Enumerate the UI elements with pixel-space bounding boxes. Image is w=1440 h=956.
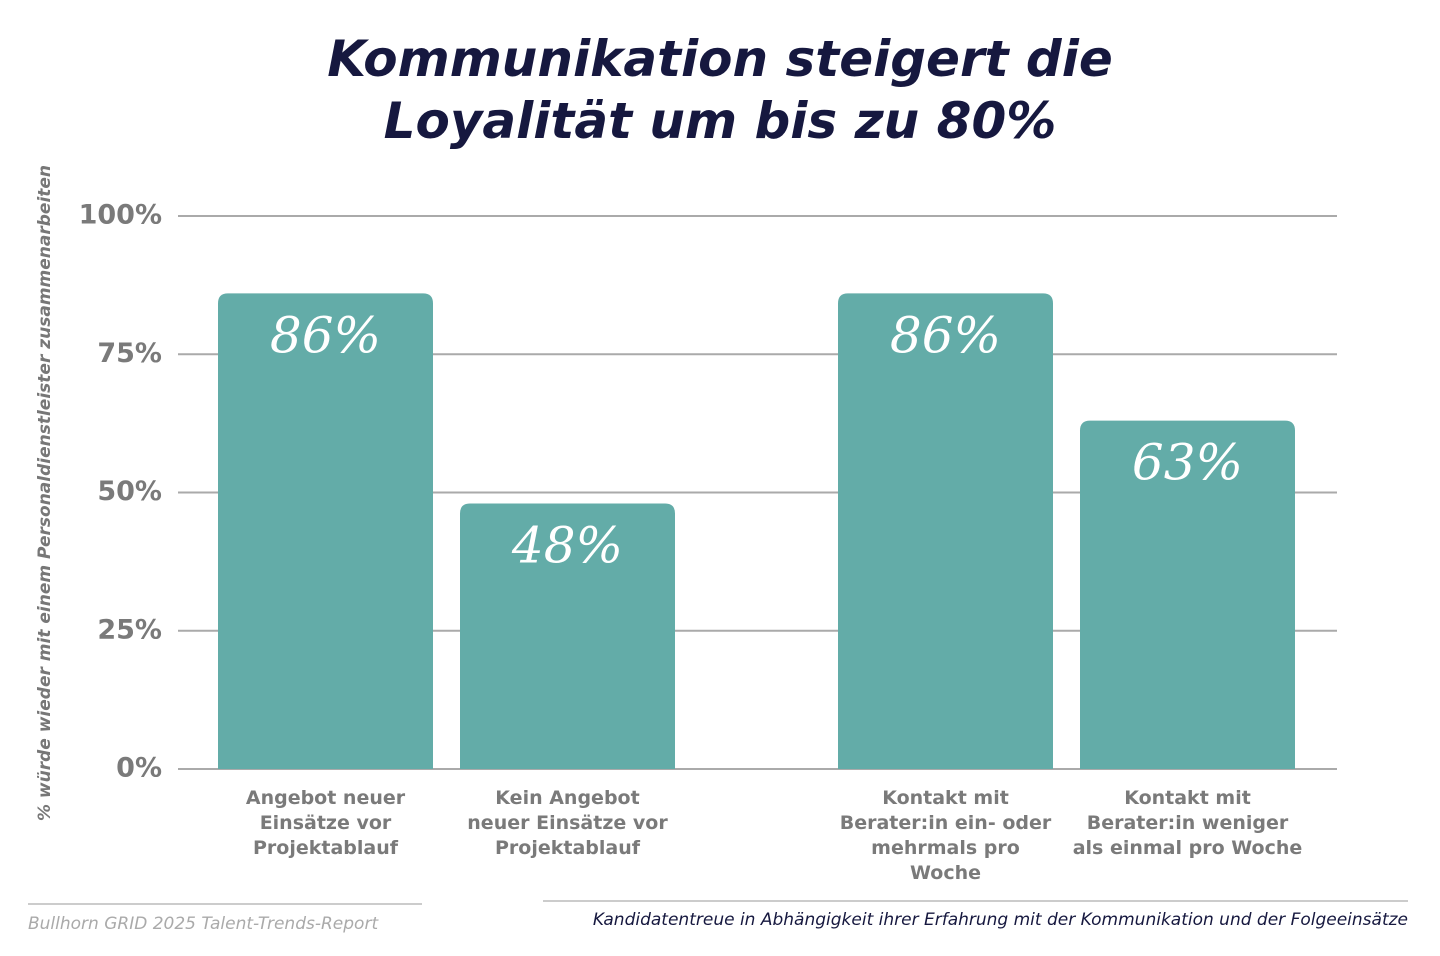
x-tick-label: Angebot neuer Einsätze vor Projektablauf — [245, 787, 406, 859]
chart-title: Kommunikation steigert die Loyalität um … — [327, 30, 1113, 150]
y-tick-label: 50% — [97, 476, 162, 507]
value-label: 86% — [270, 306, 381, 364]
y-tick-label: 0% — [116, 753, 162, 784]
y-tick-label: 75% — [97, 338, 162, 369]
value-label: 63% — [1132, 434, 1243, 492]
y-tick-label: 100% — [79, 200, 162, 231]
source: Bullhorn GRID 2025 Talent-Trends-Report — [28, 914, 379, 934]
bar — [838, 293, 1053, 769]
value-label: 86% — [890, 306, 1001, 364]
footer-rule — [28, 903, 422, 905]
bar — [460, 503, 675, 769]
x-tick-label: Kontakt mit Berater:in weniger als einma… — [1072, 787, 1303, 859]
x-tick-label: Kontakt mit Berater:in ein- oder mehrmal… — [839, 787, 1052, 884]
footnote: Kandidatentreue in Abhängigkeit ihrer Er… — [592, 910, 1408, 930]
x-tick-label: Kein Angebot neuer Einsätze vor Projekta… — [467, 787, 668, 859]
bar — [1080, 420, 1295, 769]
value-label: 48% — [511, 517, 623, 575]
footer-rule — [543, 900, 1408, 902]
y-tick-label: 25% — [97, 614, 162, 645]
bar — [218, 293, 433, 769]
y-axis-label: % würde wieder mit einem Personaldienstl… — [35, 164, 55, 822]
